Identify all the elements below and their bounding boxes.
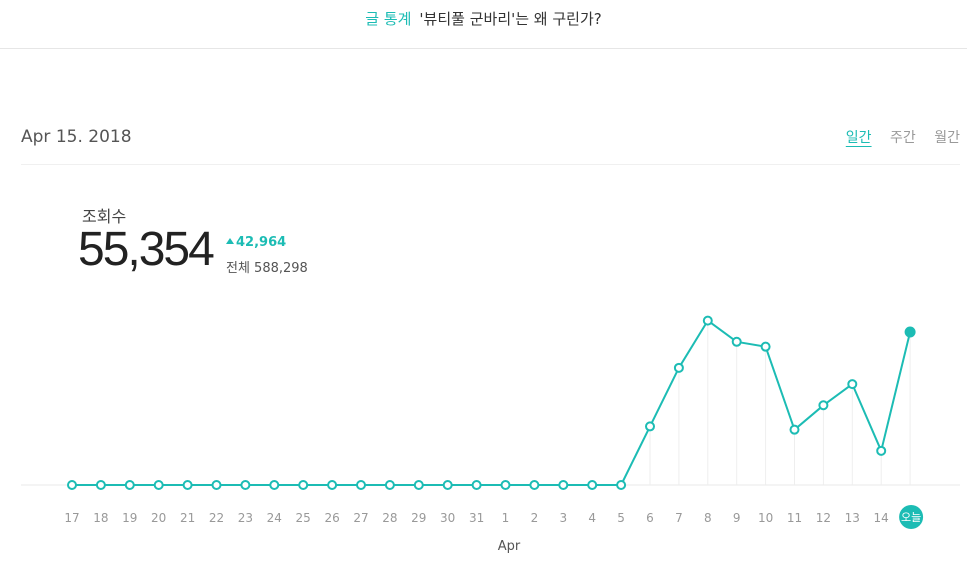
x-tick-label: 21 — [180, 511, 195, 525]
tab-daily[interactable]: 일간 — [845, 130, 872, 146]
x-tick-label: 28 — [382, 511, 397, 525]
x-tick-label: 8 — [704, 511, 712, 525]
data-point — [645, 421, 655, 432]
top-bar: 글 통계 '뷰티풀 군바리'는 왜 구린가? — [0, 0, 967, 49]
data-point — [298, 480, 309, 490]
data-point — [847, 379, 858, 390]
data-point — [211, 480, 222, 490]
x-tick-label: 23 — [238, 511, 253, 525]
x-tick-label: 26 — [324, 511, 339, 525]
data-point — [529, 480, 540, 490]
x-tick-label: 14 — [874, 511, 889, 525]
x-tick-label: 19 — [122, 511, 137, 525]
data-point — [500, 480, 511, 490]
data-point — [67, 480, 77, 490]
x-tick-label: 20 — [151, 511, 166, 525]
metric-change-value: 42,964 — [236, 235, 287, 250]
x-tick-label: 9 — [733, 511, 741, 525]
x-tick-label: 24 — [267, 511, 282, 525]
x-tick-label: 12 — [816, 511, 831, 525]
data-point — [616, 480, 627, 490]
data-point — [731, 336, 742, 347]
period-tabs: 일간 주간 월간 — [832, 127, 960, 147]
data-point — [876, 445, 887, 456]
x-tick-label: 29 — [411, 511, 426, 525]
section-label[interactable]: 글 통계 — [365, 10, 412, 28]
data-point — [789, 424, 800, 435]
x-tick-label: 18 — [93, 511, 108, 525]
data-point — [327, 480, 338, 490]
data-point — [558, 480, 569, 490]
x-tick-label: 30 — [440, 511, 455, 525]
x-tick-label: 17 — [64, 511, 79, 525]
x-tick-label: 3 — [559, 511, 567, 525]
data-point — [442, 480, 453, 490]
data-point — [760, 341, 771, 352]
data-point — [182, 480, 193, 490]
data-point — [818, 400, 829, 411]
x-month-label: Apr — [498, 539, 521, 554]
x-tick-label: 11 — [787, 511, 802, 525]
x-tick-label: 4 — [588, 511, 596, 525]
today-badge — [899, 505, 924, 529]
up-arrow-icon — [226, 238, 234, 244]
data-point — [124, 480, 135, 490]
x-tick-label: 7 — [675, 511, 683, 525]
metric-value: 55,354 — [78, 223, 215, 276]
x-tick-label: 2 — [531, 511, 539, 525]
data-point — [702, 315, 713, 326]
data-point — [356, 480, 366, 490]
x-tick-label: 13 — [845, 511, 860, 525]
data-point — [153, 480, 164, 490]
metric-total: 전체 588,298 — [226, 261, 308, 276]
x-tick-label: 22 — [209, 511, 224, 525]
data-point — [240, 480, 251, 490]
data-point — [673, 362, 684, 373]
stats-date: Apr 15. 2018 — [21, 127, 132, 147]
x-tick-label: 1 — [502, 511, 510, 525]
data-point — [413, 480, 424, 490]
divider — [21, 164, 960, 165]
post-title[interactable]: '뷰티풀 군바리'는 왜 구린가? — [419, 10, 602, 28]
data-point — [384, 480, 395, 490]
data-point — [95, 480, 106, 490]
top-bar-title: 글 통계 '뷰티풀 군바리'는 왜 구린가? — [0, 8, 967, 29]
data-point-today — [904, 326, 916, 338]
x-tick-label: 5 — [617, 511, 625, 525]
tab-monthly[interactable]: 월간 — [934, 130, 960, 146]
x-tick-label: 10 — [758, 511, 773, 525]
metric-label: 조회수 — [82, 207, 127, 226]
x-tick-label-today: 오늘 — [901, 511, 921, 524]
data-point — [471, 480, 482, 490]
x-tick-label: 31 — [469, 511, 484, 525]
data-point — [587, 480, 598, 490]
x-tick-label: 27 — [353, 511, 368, 525]
tab-weekly[interactable]: 주간 — [890, 130, 916, 146]
series-line — [72, 319, 912, 486]
x-tick-label: 6 — [646, 511, 654, 525]
data-point — [269, 480, 280, 490]
x-tick-label: 25 — [296, 511, 311, 525]
metric-change: 42,964 — [226, 235, 286, 250]
